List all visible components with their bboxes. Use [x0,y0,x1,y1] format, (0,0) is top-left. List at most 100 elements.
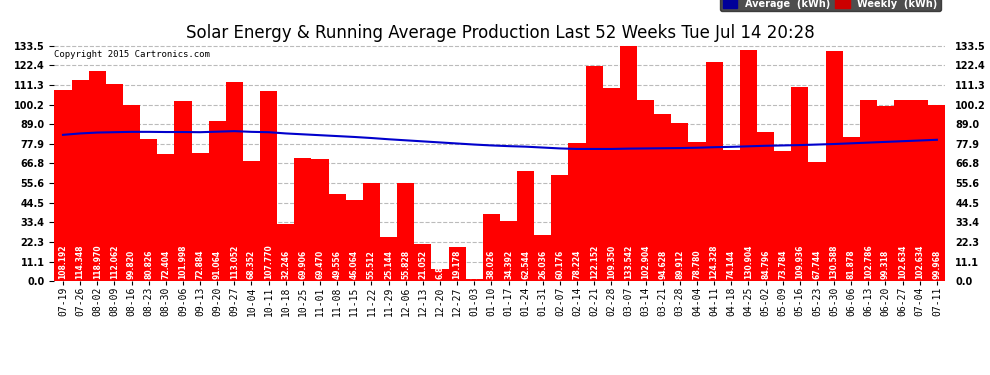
Text: 94.628: 94.628 [658,250,667,279]
Bar [859,100,877,281]
Bar [826,51,842,281]
Text: 107.770: 107.770 [264,245,273,279]
Bar [191,153,209,281]
Text: 133.542: 133.542 [624,245,633,279]
Text: 32.246: 32.246 [281,251,290,279]
Text: 99.318: 99.318 [881,250,890,279]
Text: 114.348: 114.348 [75,245,85,279]
Bar [157,153,174,281]
Text: 38.026: 38.026 [487,250,496,279]
Bar [483,214,500,281]
Legend: Average  (kWh), Weekly  (kWh): Average (kWh), Weekly (kWh) [720,0,940,11]
Bar [877,106,894,281]
Bar [174,101,191,281]
Text: 81.878: 81.878 [846,250,855,279]
Text: 26.036: 26.036 [539,251,547,279]
Bar [551,175,568,281]
Bar [740,50,757,281]
Text: 101.998: 101.998 [178,245,187,279]
Text: 1.030: 1.030 [469,256,479,279]
Bar [809,162,826,281]
Bar [89,71,106,281]
Bar [706,62,723,281]
Bar [346,200,363,281]
Bar [757,132,774,281]
Bar [71,80,89,281]
Bar [414,244,432,281]
Text: Copyright 2015 Cartronics.com: Copyright 2015 Cartronics.com [54,50,210,59]
Bar [929,105,945,281]
Bar [209,121,226,281]
Text: 109.350: 109.350 [607,245,616,279]
Text: 102.904: 102.904 [642,245,650,279]
Text: 78.780: 78.780 [692,250,702,279]
Bar [911,100,929,281]
Text: 99.968: 99.968 [933,250,941,279]
Text: 46.064: 46.064 [349,251,358,279]
Bar [637,100,654,281]
Bar [671,123,688,281]
Text: 21.052: 21.052 [419,251,428,279]
Bar [123,105,141,281]
Text: 102.634: 102.634 [898,245,907,279]
Bar [654,114,671,281]
Bar [243,160,260,281]
Bar [723,150,740,281]
Bar [586,66,603,281]
Text: 91.064: 91.064 [213,251,222,279]
Bar [312,159,329,281]
Text: 130.904: 130.904 [743,245,753,279]
Bar [774,151,791,281]
Bar [432,269,448,281]
Title: Solar Energy & Running Average Production Last 52 Weeks Tue Jul 14 20:28: Solar Energy & Running Average Productio… [185,24,815,42]
Bar [260,91,277,281]
Bar [465,279,483,281]
Text: 49.556: 49.556 [333,251,342,279]
Bar [141,139,157,281]
Text: 68.352: 68.352 [247,251,256,279]
Text: 118.970: 118.970 [93,245,102,279]
Bar [226,82,243,281]
Bar [363,183,380,281]
Text: 112.062: 112.062 [110,245,119,279]
Bar [54,90,71,281]
Bar [568,143,586,281]
Bar [329,194,346,281]
Text: 84.796: 84.796 [761,250,770,279]
Text: 69.470: 69.470 [316,250,325,279]
Text: 19.178: 19.178 [452,250,461,279]
Text: 6.808: 6.808 [436,255,445,279]
Text: 74.144: 74.144 [727,250,736,279]
Text: 102.634: 102.634 [915,245,925,279]
Bar [380,237,397,281]
Bar [277,224,294,281]
Bar [500,220,517,281]
Bar [620,46,637,281]
Text: 73.784: 73.784 [778,250,787,279]
Bar [688,142,706,281]
Text: 124.328: 124.328 [710,245,719,279]
Text: 80.826: 80.826 [145,250,153,279]
Text: 60.176: 60.176 [555,250,564,279]
Bar [791,87,809,281]
Text: 72.884: 72.884 [196,250,205,279]
Bar [448,248,465,281]
Bar [294,158,312,281]
Bar [397,183,414,281]
Text: 62.544: 62.544 [521,251,531,279]
Text: 55.512: 55.512 [367,251,376,279]
Text: 102.786: 102.786 [864,245,873,279]
Bar [106,84,123,281]
Bar [894,100,911,281]
Text: 67.744: 67.744 [813,250,822,279]
Text: 108.192: 108.192 [58,245,67,279]
Text: 55.828: 55.828 [401,251,410,279]
Text: 34.392: 34.392 [504,251,513,279]
Text: 89.912: 89.912 [675,250,684,279]
Bar [535,236,551,281]
Text: 113.052: 113.052 [230,245,239,279]
Text: 99.820: 99.820 [127,250,136,279]
Text: 72.404: 72.404 [161,250,170,279]
Text: 78.224: 78.224 [572,250,581,279]
Bar [603,88,620,281]
